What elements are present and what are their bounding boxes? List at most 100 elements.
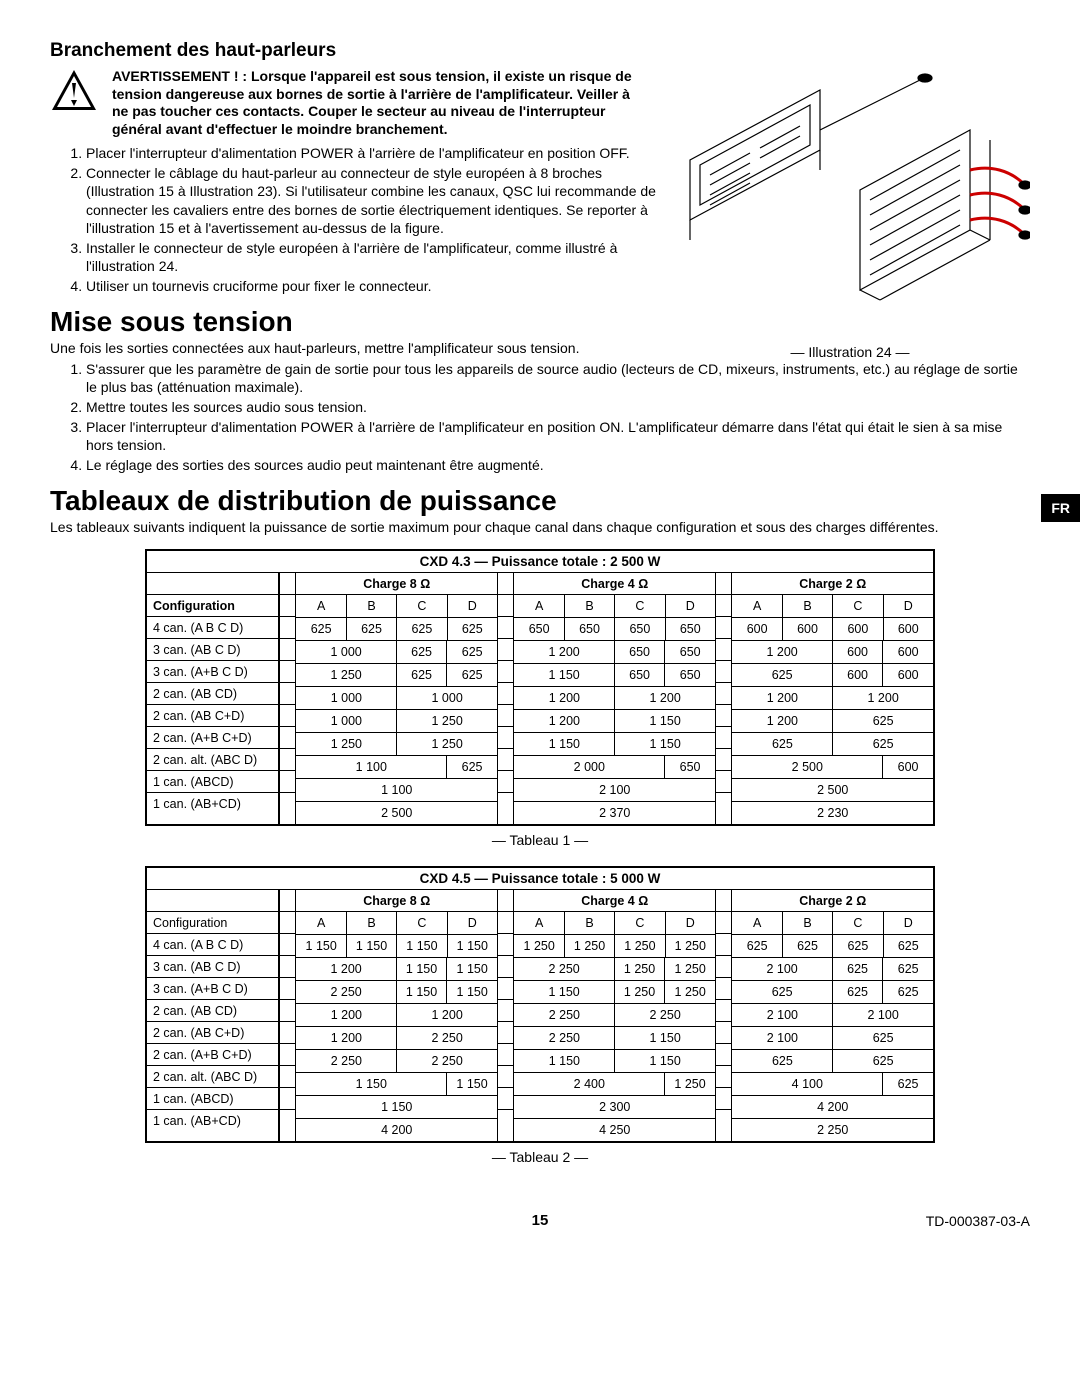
column-header: A xyxy=(514,595,564,617)
data-cell: 650 xyxy=(665,641,715,663)
data-cell: 4 200 xyxy=(732,1096,933,1118)
data-cell: 600 xyxy=(884,618,933,640)
column-header: B xyxy=(565,595,615,617)
data-cell: 650 xyxy=(666,618,715,640)
power-table: CXD 4.5 — Puissance totale : 5 000 W Con… xyxy=(145,866,935,1143)
data-cell: 1 150 xyxy=(615,1050,715,1072)
section3-title: Tableaux de distribution de puissance xyxy=(50,485,1030,517)
column-header: C xyxy=(615,595,665,617)
data-cell: 1 150 xyxy=(447,958,497,980)
data-cell: 1 200 xyxy=(732,687,833,709)
config-cell: 1 can. (ABCD) xyxy=(147,771,278,793)
data-cell: 2 370 xyxy=(514,802,715,824)
data-cell: 625 xyxy=(732,664,832,686)
data-cell: 1 200 xyxy=(296,958,396,980)
data-cell: 650 xyxy=(615,664,666,686)
data-cell: 1 250 xyxy=(665,958,715,980)
data-cell: 625 xyxy=(833,1050,933,1072)
data-cell: 1 000 xyxy=(296,710,397,732)
data-cell: 1 200 xyxy=(833,687,933,709)
data-cell: 1 250 xyxy=(296,664,396,686)
data-cell: 1 250 xyxy=(615,981,666,1003)
data-cell: 600 xyxy=(833,664,884,686)
data-cell: 625 xyxy=(833,710,933,732)
column-header: A xyxy=(732,912,782,934)
data-cell: 625 xyxy=(448,618,497,640)
config-cell: 2 can. (AB CD) xyxy=(147,1000,278,1022)
data-cell: 1 250 xyxy=(565,935,615,957)
data-cell: 625 xyxy=(397,664,448,686)
data-cell: 625 xyxy=(883,1073,933,1095)
data-cell: 650 xyxy=(565,618,615,640)
data-cell: 1 000 xyxy=(296,687,397,709)
data-cell: 2 250 xyxy=(397,1027,497,1049)
section1-steps: Placer l'interrupteur d'alimentation POW… xyxy=(50,144,660,296)
power-table: CXD 4.3 — Puissance totale : 2 500 W Con… xyxy=(145,549,935,826)
load-header: Charge 2 Ω xyxy=(732,573,933,595)
data-cell: 1 150 xyxy=(615,733,715,755)
column-header: B xyxy=(783,912,833,934)
data-cell: 4 100 xyxy=(732,1073,883,1095)
data-cell: 1 150 xyxy=(448,935,497,957)
data-cell: 4 250 xyxy=(514,1119,715,1141)
column-header: D xyxy=(884,595,933,617)
warning-block: AVERTISSEMENT ! : Lorsque l'appareil est… xyxy=(50,68,650,138)
list-item: Mettre toutes les sources audio sous ten… xyxy=(86,398,1030,416)
list-item: S'assurer que les paramètre de gain de s… xyxy=(86,360,1030,396)
config-header: Configuration xyxy=(147,595,278,617)
data-cell: 650 xyxy=(665,756,715,778)
data-cell: 1 200 xyxy=(397,1004,497,1026)
data-cell: 1 200 xyxy=(514,641,614,663)
config-cell: 2 can. (AB CD) xyxy=(147,683,278,705)
config-cell: 2 can. alt. (ABC D) xyxy=(147,1066,278,1088)
config-cell: 2 can. (A+B C+D) xyxy=(147,1044,278,1066)
data-cell: 1 100 xyxy=(296,779,497,801)
column-header: D xyxy=(448,595,497,617)
data-cell: 625 xyxy=(447,641,497,663)
config-cell: 2 can. (AB C+D) xyxy=(147,705,278,727)
data-cell: 2 100 xyxy=(732,1004,833,1026)
data-cell: 4 200 xyxy=(296,1119,497,1141)
data-cell: 1 100 xyxy=(296,756,447,778)
config-cell: 2 can. (A+B C+D) xyxy=(147,727,278,749)
data-cell: 1 150 xyxy=(296,935,346,957)
config-cell: 3 can. (A+B C D) xyxy=(147,978,278,1000)
data-cell: 1 150 xyxy=(397,935,447,957)
data-cell: 2 250 xyxy=(296,1050,397,1072)
data-cell: 1 250 xyxy=(397,733,497,755)
data-cell: 625 xyxy=(732,981,832,1003)
column-header: A xyxy=(296,595,346,617)
table-title: CXD 4.3 — Puissance totale : 2 500 W xyxy=(147,551,933,573)
data-cell: 600 xyxy=(883,664,933,686)
data-cell: 1 150 xyxy=(514,733,615,755)
list-item: Utiliser un tournevis cruciforme pour fi… xyxy=(86,277,660,295)
data-cell: 625 xyxy=(884,935,933,957)
data-cell: 1 200 xyxy=(296,1004,397,1026)
data-cell: 1 250 xyxy=(666,935,715,957)
data-cell: 2 250 xyxy=(296,981,396,1003)
data-cell: 625 xyxy=(783,935,833,957)
data-cell: 1 150 xyxy=(397,981,448,1003)
list-item: Installer le connecteur de style europée… xyxy=(86,239,660,275)
data-cell: 2 000 xyxy=(514,756,665,778)
data-cell: 1 200 xyxy=(732,710,833,732)
data-cell: 2 230 xyxy=(732,802,933,824)
data-cell: 625 xyxy=(732,1050,833,1072)
list-item: Connecter le câblage du haut-parleur au … xyxy=(86,164,660,237)
data-cell: 1 150 xyxy=(615,1027,715,1049)
data-cell: 650 xyxy=(665,664,715,686)
data-cell: 1 000 xyxy=(296,641,396,663)
column-header: A xyxy=(732,595,782,617)
list-item: Le réglage des sorties des sources audio… xyxy=(86,456,1030,474)
data-cell: 1 150 xyxy=(447,1073,497,1095)
data-cell: 1 200 xyxy=(296,1027,397,1049)
config-cell: 1 can. (ABCD) xyxy=(147,1088,278,1110)
list-item: Placer l'interrupteur d'alimentation POW… xyxy=(86,418,1030,454)
data-cell: 1 150 xyxy=(514,664,614,686)
data-cell: 1 150 xyxy=(447,981,497,1003)
data-cell: 1 250 xyxy=(397,710,497,732)
data-cell: 600 xyxy=(833,641,884,663)
config-cell: 1 can. (AB+CD) xyxy=(147,1110,278,1132)
config-cell: 1 can. (AB+CD) xyxy=(147,793,278,815)
data-cell: 2 500 xyxy=(296,802,497,824)
